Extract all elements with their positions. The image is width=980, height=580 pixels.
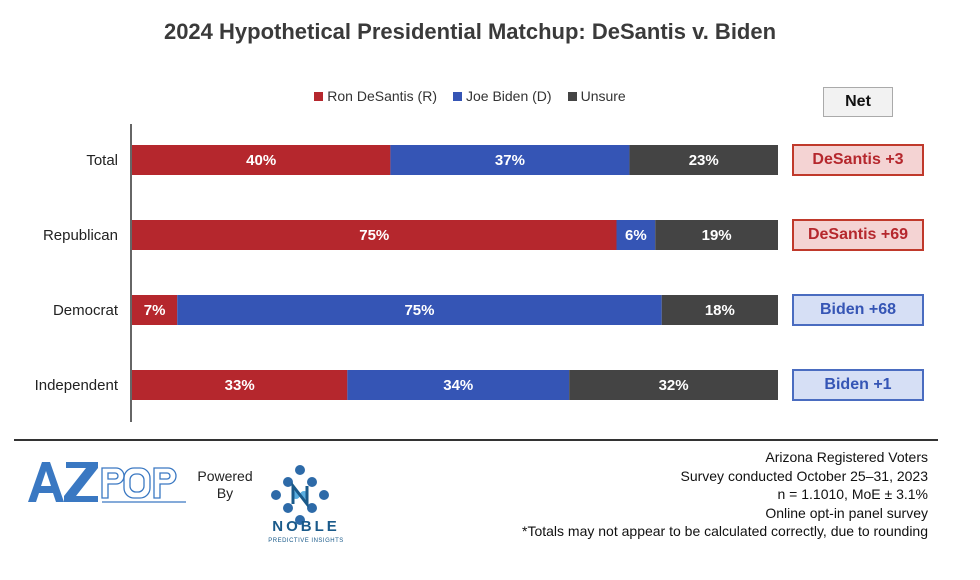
note-line-population: Arizona Registered Voters: [765, 449, 928, 465]
data-label: 34%: [443, 377, 473, 394]
bar-segment: [132, 295, 178, 325]
stacked-bar-chart: Total 40% 37% 23% Republican 75% 6% 19% Democrat…: [35, 124, 778, 422]
legend-label-unsure: Unsure: [580, 88, 626, 104]
bar-segment: [655, 220, 778, 250]
azpop-logo-pop: [101, 467, 186, 503]
category-label: Total: [86, 152, 118, 169]
net-margin-box: DeSantis +3: [792, 144, 924, 176]
bar-segment: [629, 145, 778, 175]
bar-segment: [661, 295, 778, 325]
azpop-logo-az: [28, 462, 98, 502]
survey-notes: Arizona Registered Voters Survey conduct…: [522, 448, 928, 541]
powered-by-text: Powered By: [197, 468, 253, 501]
legend-swatch-unsure: [567, 91, 577, 101]
bar-segment: [569, 370, 778, 400]
note-line-method: Online opt-in panel survey: [765, 504, 928, 521]
bar-segment: [177, 295, 662, 325]
net-margin-box: Biden +1: [792, 369, 924, 401]
category-label: Democrat: [53, 302, 119, 319]
noble-tagline: PREDICTIVE INSIGHTS: [268, 538, 344, 544]
bar-segment: [132, 370, 348, 400]
data-label: 40%: [246, 152, 276, 169]
noble-wordmark: NOBLE: [272, 518, 340, 535]
note-line-rounding: *Totals may not appear to be calculated …: [522, 523, 928, 539]
legend-swatch-desantis: [314, 91, 324, 101]
net-margin-box: DeSantis +69: [792, 219, 924, 251]
net-margin-box: Biden +68: [792, 294, 924, 326]
data-label: 37%: [495, 152, 525, 169]
bar-segment: [616, 220, 656, 250]
note-line-dates: Survey conducted October 25–31, 2023: [680, 467, 928, 484]
data-label: 7%: [144, 302, 166, 319]
legend-item-desantis: Ron DeSantis (R): [314, 88, 437, 104]
data-label: 75%: [359, 227, 389, 244]
footer-divider: [14, 439, 938, 441]
category-label: Republican: [43, 227, 118, 244]
data-label: 18%: [705, 302, 735, 319]
bar-segment: [390, 145, 630, 175]
bar-segment: [132, 145, 391, 175]
chart-title: 2024 Hypothetical Presidential Matchup: …: [163, 19, 777, 44]
data-label: 19%: [702, 227, 732, 244]
legend-item-biden: Joe Biden (D): [452, 88, 552, 104]
chart-legend: Ron DeSantis (R) Joe Biden (D) Unsure: [0, 88, 940, 104]
data-label: 33%: [225, 377, 255, 394]
data-label: 23%: [689, 152, 719, 169]
legend-swatch-biden: [452, 91, 462, 101]
note-line-sample: n = 1.1010, MoE ± 3.1%: [777, 486, 929, 502]
legend-label-biden: Joe Biden (D): [465, 88, 552, 104]
category-label: Independent: [35, 377, 119, 394]
noble-logo-icon: [271, 465, 329, 525]
data-label: 6%: [625, 227, 647, 244]
legend-label-desantis: Ron DeSantis (R): [327, 88, 437, 104]
bar-segment: [132, 220, 617, 250]
net-header: Net: [823, 87, 893, 117]
azpop-logo: [28, 462, 186, 503]
bar-segment: [347, 370, 570, 400]
data-label: 32%: [659, 377, 689, 394]
data-label: 75%: [404, 302, 434, 319]
legend-item-unsure: Unsure: [567, 88, 626, 104]
